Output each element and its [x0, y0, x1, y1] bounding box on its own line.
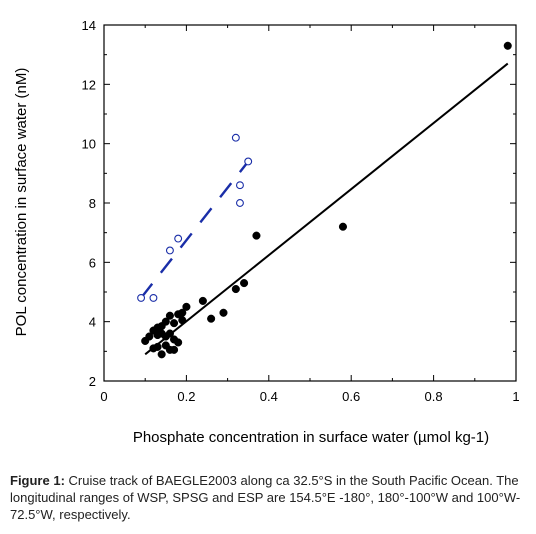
x-tick-label: 0.6: [342, 389, 360, 404]
filled-data-point: [174, 310, 183, 319]
filled-data-point: [149, 344, 158, 353]
x-tick-label: 0: [100, 389, 107, 404]
filled-data-point: [252, 231, 261, 240]
open-data-point: [149, 293, 158, 302]
x-axis-title: Phosphate concentration in surface water…: [133, 429, 489, 446]
y-tick-label: 6: [89, 255, 96, 270]
filled-data-point: [240, 279, 249, 288]
open-data-point: [174, 234, 183, 243]
x-tick-label: 0.2: [177, 389, 195, 404]
figure-caption: Figure 1: Cruise track of BAEGLE2003 alo…: [10, 472, 526, 523]
filled-data-point: [231, 284, 240, 294]
x-tick-label: 0.4: [260, 389, 278, 404]
filled-data-point: [207, 314, 216, 323]
filled-data-point: [178, 316, 187, 325]
y-tick-label: 10: [82, 137, 96, 152]
filled-data-point: [165, 329, 174, 338]
filled-data-point: [165, 311, 174, 320]
filled-data-point: [338, 222, 348, 231]
y-tick-label: 2: [89, 374, 96, 389]
dashed-fit-line: [140, 160, 250, 299]
open-data-point: [231, 133, 240, 142]
x-tick-label: 0.8: [425, 389, 443, 404]
y-tick-label: 12: [82, 77, 96, 92]
filled-data-point: [169, 319, 179, 328]
filled-data-point: [182, 302, 191, 311]
x-tick-label: 1: [512, 389, 519, 404]
filled-data-point: [219, 308, 228, 317]
filled-data-point: [174, 338, 183, 347]
filled-data-point: [141, 336, 150, 346]
plot-frame: [103, 24, 517, 382]
filled-data-point: [503, 41, 512, 50]
open-data-point: [236, 181, 244, 190]
y-tick-label: 4: [89, 315, 96, 330]
y-tick-label: 8: [89, 196, 96, 211]
filled-data-point: [169, 345, 179, 354]
filled-data-point: [198, 296, 207, 305]
solid-fit-line: [144, 62, 509, 356]
open-data-point: [236, 199, 244, 207]
y-tick-label: 14: [82, 18, 96, 33]
open-data-point: [137, 293, 146, 302]
caption-label: Figure 1:: [10, 473, 65, 488]
y-axis-title: POL concentration in surface water (nM): [13, 68, 30, 337]
filled-data-point: [157, 350, 166, 359]
fit-lines: [140, 62, 509, 356]
data-points: [137, 41, 512, 359]
open-data-point: [244, 157, 253, 166]
caption-text: Cruise track of BAEGLE2003 along ca 32.5…: [10, 473, 521, 522]
open-data-point: [165, 246, 174, 255]
plot-border: [103, 24, 517, 382]
